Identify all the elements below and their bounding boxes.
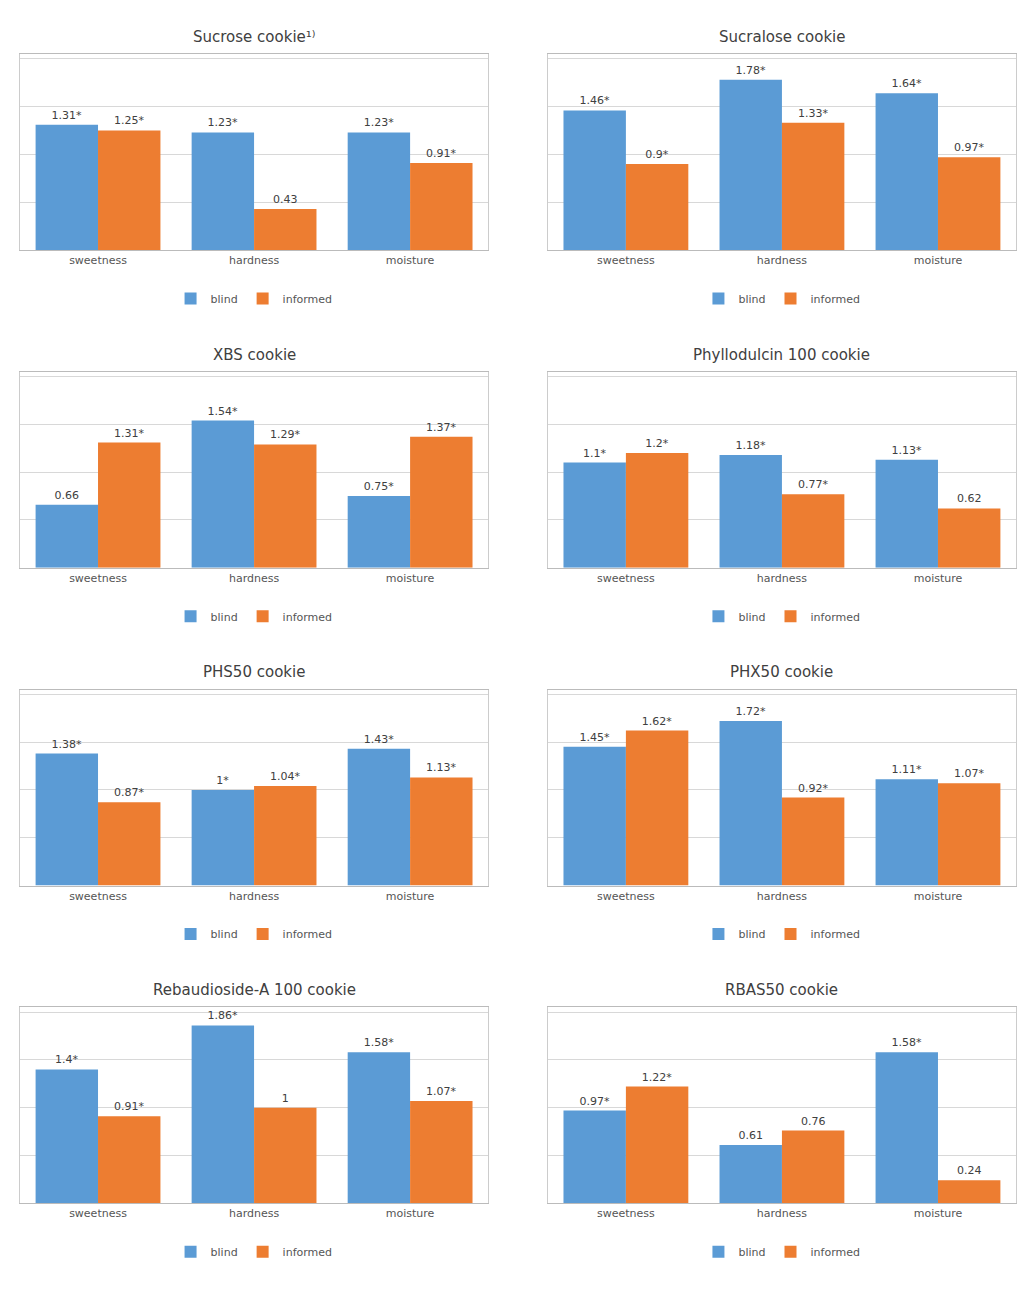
svg-text:hardness: hardness (229, 1207, 279, 1220)
svg-text:moisture: moisture (914, 890, 963, 903)
svg-text:1.37*: 1.37* (426, 421, 456, 434)
svg-text:0.76: 0.76 (801, 1115, 826, 1128)
svg-text:informed: informed (811, 293, 860, 306)
svg-text:1*: 1* (216, 774, 229, 787)
svg-text:sweetness: sweetness (69, 572, 127, 585)
svg-text:moisture: moisture (386, 1207, 435, 1220)
svg-text:0.91*: 0.91* (426, 147, 456, 160)
svg-text:informed: informed (811, 611, 860, 624)
svg-text:PHX50 cookie: PHX50 cookie (730, 663, 833, 681)
svg-text:0.97*: 0.97* (954, 141, 984, 154)
svg-text:informed: informed (283, 1246, 332, 1259)
svg-text:moisture: moisture (386, 890, 435, 903)
svg-text:blind: blind (738, 1246, 765, 1259)
svg-text:1.13*: 1.13* (892, 444, 922, 457)
svg-text:1.31*: 1.31* (52, 109, 82, 122)
svg-text:1.22*: 1.22* (642, 1071, 672, 1084)
svg-text:0.62: 0.62 (957, 492, 982, 505)
svg-text:informed: informed (283, 293, 332, 306)
svg-text:0.24: 0.24 (957, 1164, 982, 1177)
svg-text:1.23*: 1.23* (208, 116, 238, 129)
svg-text:1.45*: 1.45* (579, 731, 609, 744)
svg-text:1.07*: 1.07* (954, 767, 984, 780)
svg-text:1.43*: 1.43* (364, 733, 394, 746)
svg-text:1.04*: 1.04* (270, 770, 300, 783)
svg-text:blind: blind (211, 611, 238, 624)
svg-text:0.75*: 0.75* (364, 480, 394, 493)
svg-text:1.2*: 1.2* (645, 437, 668, 450)
svg-text:1.13*: 1.13* (426, 761, 456, 774)
svg-text:0.91*: 0.91* (114, 1100, 144, 1113)
svg-text:moisture: moisture (914, 572, 963, 585)
svg-text:1.1*: 1.1* (583, 447, 606, 460)
svg-text:Sucrose cookie¹⁾: Sucrose cookie¹⁾ (193, 28, 315, 46)
svg-text:PHS50 cookie: PHS50 cookie (203, 663, 305, 681)
svg-text:moisture: moisture (386, 572, 435, 585)
svg-text:sweetness: sweetness (597, 572, 655, 585)
svg-text:0.97*: 0.97* (579, 1095, 609, 1108)
svg-text:1.86*: 1.86* (208, 1009, 238, 1022)
svg-text:sweetness: sweetness (597, 254, 655, 267)
svg-text:1.78*: 1.78* (735, 64, 765, 77)
svg-text:blind: blind (738, 928, 765, 941)
svg-text:1.33*: 1.33* (798, 107, 828, 120)
svg-text:sweetness: sweetness (597, 890, 655, 903)
svg-text:moisture: moisture (386, 254, 435, 267)
svg-text:1.11*: 1.11* (892, 763, 922, 776)
svg-text:sweetness: sweetness (69, 890, 127, 903)
svg-text:RBAS50 cookie: RBAS50 cookie (725, 981, 838, 999)
svg-text:1.4*: 1.4* (55, 1053, 78, 1066)
svg-text:0.92*: 0.92* (798, 782, 828, 795)
svg-text:1.64*: 1.64* (892, 77, 922, 90)
svg-text:0.87*: 0.87* (114, 786, 144, 799)
svg-text:Sucralose cookie: Sucralose cookie (719, 28, 845, 46)
svg-text:moisture: moisture (914, 254, 963, 267)
svg-text:Phyllodulcin 100 cookie: Phyllodulcin 100 cookie (693, 346, 870, 364)
svg-text:blind: blind (738, 611, 765, 624)
svg-text:hardness: hardness (757, 254, 807, 267)
svg-text:1.25*: 1.25* (114, 114, 144, 127)
svg-text:hardness: hardness (757, 890, 807, 903)
svg-text:sweetness: sweetness (69, 1207, 127, 1220)
svg-text:hardness: hardness (757, 572, 807, 585)
svg-text:hardness: hardness (229, 572, 279, 585)
svg-text:blind: blind (738, 293, 765, 306)
svg-text:0.61: 0.61 (738, 1129, 763, 1142)
svg-text:1.18*: 1.18* (735, 439, 765, 452)
svg-text:1.46*: 1.46* (579, 94, 609, 107)
svg-text:0.77*: 0.77* (798, 478, 828, 491)
svg-text:hardness: hardness (229, 890, 279, 903)
svg-text:informed: informed (811, 928, 860, 941)
svg-text:1: 1 (282, 1092, 289, 1105)
svg-text:0.43: 0.43 (273, 193, 298, 206)
svg-text:informed: informed (811, 1246, 860, 1259)
svg-text:1.29*: 1.29* (270, 428, 300, 441)
svg-text:1.58*: 1.58* (364, 1036, 394, 1049)
svg-text:1.72*: 1.72* (735, 705, 765, 718)
svg-text:XBS cookie: XBS cookie (213, 346, 296, 364)
svg-text:sweetness: sweetness (69, 254, 127, 267)
svg-text:informed: informed (283, 611, 332, 624)
svg-text:1.23*: 1.23* (364, 116, 394, 129)
svg-text:informed: informed (283, 928, 332, 941)
svg-text:blind: blind (211, 293, 238, 306)
svg-text:1.58*: 1.58* (892, 1036, 922, 1049)
svg-text:1.38*: 1.38* (52, 738, 82, 751)
svg-text:0.9*: 0.9* (645, 148, 668, 161)
svg-text:1.07*: 1.07* (426, 1085, 456, 1098)
svg-text:1.31*: 1.31* (114, 427, 144, 440)
svg-text:0.66: 0.66 (55, 489, 79, 502)
svg-text:Rebaudioside-A 100 cookie: Rebaudioside-A 100 cookie (153, 981, 356, 999)
svg-text:blind: blind (211, 928, 238, 941)
svg-text:1.54*: 1.54* (208, 405, 238, 418)
svg-text:1.62*: 1.62* (642, 715, 672, 728)
svg-text:hardness: hardness (229, 254, 279, 267)
svg-text:moisture: moisture (914, 1207, 963, 1220)
svg-text:blind: blind (211, 1246, 238, 1259)
svg-text:sweetness: sweetness (597, 1207, 655, 1220)
svg-text:hardness: hardness (757, 1207, 807, 1220)
